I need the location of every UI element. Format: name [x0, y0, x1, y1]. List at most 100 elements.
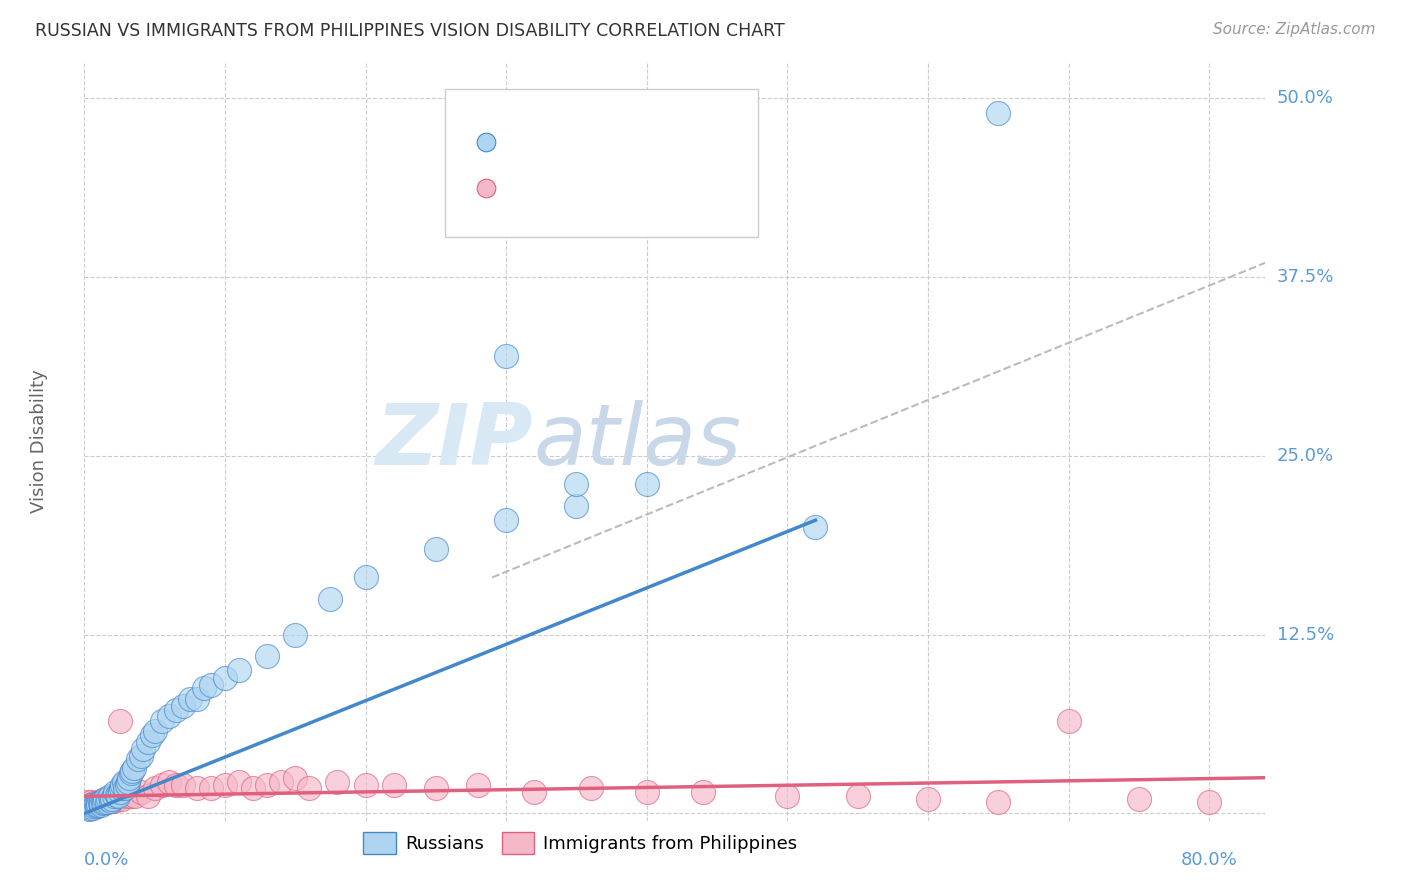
Text: 12.5%: 12.5% — [1277, 625, 1334, 644]
Point — [120, 789, 142, 804]
Point — [103, 789, 125, 804]
Point — [1057, 714, 1080, 728]
Point — [105, 788, 128, 802]
Point — [117, 775, 139, 789]
Text: 37.5%: 37.5% — [1277, 268, 1334, 286]
Text: 25.0%: 25.0% — [1277, 447, 1334, 465]
Point — [326, 775, 349, 789]
Point — [98, 789, 121, 804]
Point — [94, 792, 117, 806]
Point — [96, 795, 118, 809]
Point — [87, 797, 110, 812]
Point — [80, 797, 103, 812]
Point — [86, 799, 108, 814]
Point — [354, 778, 377, 792]
Point — [107, 789, 129, 804]
Point — [987, 795, 1010, 809]
Point — [136, 789, 159, 804]
Point — [776, 789, 799, 804]
Point — [90, 794, 112, 808]
Point — [228, 664, 250, 678]
Point — [172, 778, 194, 792]
Point — [91, 797, 114, 811]
Point — [143, 723, 166, 738]
Point — [157, 775, 180, 789]
Point — [77, 802, 100, 816]
Point — [200, 780, 222, 795]
Point — [97, 794, 120, 808]
Point — [108, 714, 131, 728]
Point — [565, 499, 588, 513]
Point — [987, 105, 1010, 120]
Point — [495, 513, 517, 527]
Point — [129, 749, 152, 764]
Point — [214, 778, 236, 792]
Point — [101, 792, 124, 806]
Point — [84, 797, 107, 812]
Point — [121, 764, 143, 778]
Point — [104, 785, 127, 799]
Point — [118, 771, 141, 785]
Point — [87, 797, 110, 811]
Point — [94, 792, 117, 806]
Point — [284, 628, 307, 642]
Point — [122, 761, 145, 775]
Point — [98, 792, 121, 806]
Point — [165, 778, 187, 792]
Point — [846, 789, 869, 804]
Point — [132, 742, 155, 756]
Text: 0.0%: 0.0% — [84, 851, 129, 869]
Point — [186, 780, 208, 795]
Point — [242, 780, 264, 795]
Point — [636, 477, 658, 491]
Text: ZIP: ZIP — [375, 400, 533, 483]
Point — [93, 795, 115, 809]
Legend: Russians, Immigrants from Philippines: Russians, Immigrants from Philippines — [356, 824, 804, 861]
Point — [104, 789, 127, 804]
Point — [127, 752, 149, 766]
Point — [100, 794, 122, 808]
Point — [467, 778, 489, 792]
Text: RUSSIAN VS IMMIGRANTS FROM PHILIPPINES VISION DISABILITY CORRELATION CHART: RUSSIAN VS IMMIGRANTS FROM PHILIPPINES V… — [35, 22, 785, 40]
Point — [79, 797, 101, 812]
Point — [108, 785, 131, 799]
Point — [284, 771, 307, 785]
Point — [523, 785, 546, 799]
Point — [80, 795, 103, 809]
Point — [186, 692, 208, 706]
Point — [90, 797, 112, 812]
Text: Vision Disability: Vision Disability — [31, 369, 48, 514]
Point — [141, 728, 163, 742]
Point — [111, 778, 134, 792]
Point — [150, 778, 173, 792]
Point — [91, 795, 114, 809]
Point — [129, 785, 152, 799]
Point — [425, 780, 447, 795]
Point — [83, 797, 105, 811]
Point — [100, 794, 122, 808]
Point — [256, 778, 278, 792]
Point — [157, 709, 180, 723]
Point — [636, 785, 658, 799]
Text: 80.0%: 80.0% — [1181, 851, 1237, 869]
Point — [150, 714, 173, 728]
Point — [425, 541, 447, 556]
Point — [1128, 792, 1150, 806]
Point — [382, 778, 405, 792]
Point — [200, 678, 222, 692]
Point — [114, 780, 136, 795]
Point — [579, 780, 602, 795]
Point — [105, 792, 128, 806]
Point — [565, 477, 588, 491]
Point — [319, 591, 342, 606]
Point — [495, 349, 517, 363]
Point — [76, 795, 98, 809]
Point — [165, 704, 187, 718]
Point — [143, 780, 166, 795]
Point — [917, 792, 939, 806]
Point — [77, 799, 100, 814]
Point — [89, 797, 111, 811]
Point — [692, 785, 714, 799]
Point — [97, 792, 120, 806]
Text: Source: ZipAtlas.com: Source: ZipAtlas.com — [1212, 22, 1375, 37]
